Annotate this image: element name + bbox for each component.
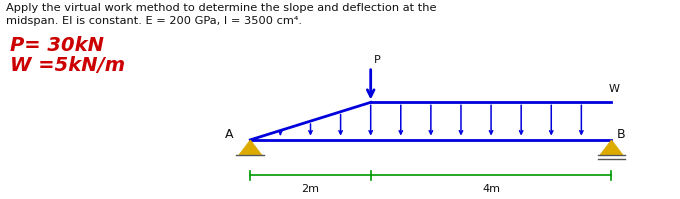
Text: W =5kN/m: W =5kN/m — [10, 56, 125, 75]
Polygon shape — [239, 140, 262, 155]
Text: Apply the virtual work method to determine the slope and deflection at the: Apply the virtual work method to determi… — [6, 3, 437, 13]
Text: midspan. El is constant. E = 200 GPa, I = 3500 cm⁴.: midspan. El is constant. E = 200 GPa, I … — [6, 16, 302, 26]
Text: P: P — [374, 56, 381, 65]
Text: 4m: 4m — [482, 184, 500, 194]
Text: W: W — [609, 84, 619, 94]
Text: P= 30kN: P= 30kN — [10, 36, 104, 55]
Text: B: B — [616, 128, 625, 141]
Text: 2m: 2m — [301, 184, 320, 194]
Text: A: A — [225, 128, 233, 141]
Polygon shape — [600, 140, 623, 155]
